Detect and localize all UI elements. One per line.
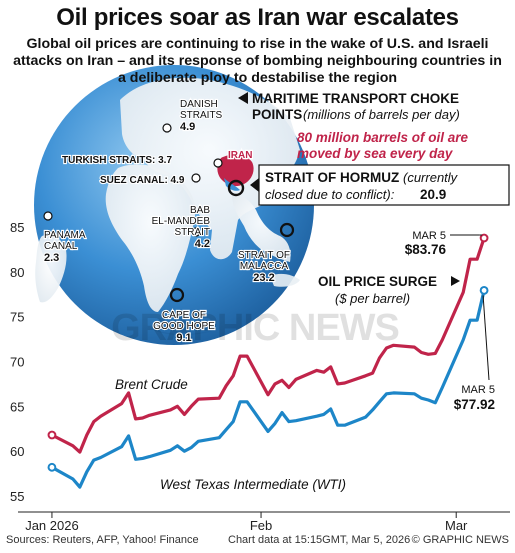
chokepoint-name: STRAITS [180,110,223,121]
land-india-seasia [232,195,291,262]
series-name-brent: Brent Crude [115,377,188,392]
chokepoint-name: BAB [190,205,210,216]
surge-label: OIL PRICE SURGE [318,274,437,289]
y-tick-label: 75 [10,310,24,325]
x-tick-label: Feb [250,518,272,533]
legend-title-line1: MARITIME TRANSPORT CHOKE [252,91,459,106]
chokepoint-name: DANISH [180,99,218,110]
chart-axes: 55 60 65 70 75 80 85 Jan 2026 Feb Mar [10,220,510,533]
page-title: Oil prices soar as Iran war escalates [56,4,459,31]
chokepoint-name: STRAIT [174,227,210,238]
hormuz-name: STRAIT OF HORMUZ [265,170,399,185]
page-subtitle: Global oil prices are continuing to rise… [13,36,502,86]
series-labels: Brent Crude West Texas Intermediate (WTI) [115,377,346,492]
land-europe-asia [120,77,300,260]
hormuz-marker [227,179,245,197]
surge-unit: ($ per barrel) [335,291,410,306]
iran-label: IRAN [228,150,252,161]
chokepoint-name: MALACCA [240,261,289,272]
hormuz-note-a: (currently [403,170,459,185]
world-globe [34,65,314,345]
chokepoint-value: 2.3 [44,252,59,264]
y-tick-label: 70 [10,354,24,369]
annotation-value-wti: $77.92 [454,397,495,412]
x-tick-label: Jan 2026 [25,518,79,533]
surge-arrow-icon [451,276,460,286]
chokepoint-marker [213,158,223,168]
chokepoint-marker [169,287,185,303]
hormuz-note-b: closed due to conflict): [265,187,395,202]
chokepoint-value: 23.2 [253,272,274,284]
hormuz-pointer-icon [250,178,259,192]
chokepoint-value: 4.2 [195,238,210,250]
footer: Sources: Reuters, AFP, Yahoo! Finance Ch… [6,534,509,550]
series-line-wti [50,288,486,489]
chokepoint-name: STRAIT OF [238,250,290,261]
y-tick-label: 60 [10,444,24,459]
chokepoint-value: 9.1 [176,332,191,344]
chokepoint-name: EL-MANDEB [152,216,211,227]
chokepoint-name: PANAMA [44,230,86,241]
chokepoint-name: TURKISH STRAITS: 3.7 [62,155,172,166]
hormuz-value: 20.9 [420,187,446,202]
series-name-wti: West Texas Intermediate (WTI) [160,477,346,492]
chart-lines [47,233,489,489]
chokepoint-name: CANAL [44,241,78,252]
land-south-america [35,234,67,303]
series-line-brent [50,236,486,454]
annotation-value-brent: $83.76 [405,242,447,257]
land-iran [217,154,254,187]
y-tick-label: 80 [10,265,24,280]
annotation-date-brent: MAR 5 [412,230,446,242]
chokepoint-marker [43,211,53,221]
footer-sources: Sources: Reuters, AFP, Yahoo! Finance [6,534,199,546]
hormuz-callout-box [258,164,510,206]
land-indonesia [270,273,300,287]
sea-note-line1: 80 million barrels of oil are [297,130,469,145]
surge-legend: OIL PRICE SURGE ($ per barrel) [318,274,460,306]
legend-title-line2: POINTS [252,107,302,122]
chokepoint-name: CAPE OF [162,310,206,321]
legend-unit: (millions of barrels per day) [303,107,460,122]
series-endpoint-brent [47,430,57,440]
footer-credit: © GRAPHIC NEWS [411,534,509,546]
watermark: GRAPHIC NEWS [111,307,399,349]
x-tick-label: Mar [445,518,468,533]
chokepoint-marker [279,222,295,238]
y-tick-label: 65 [10,399,24,414]
series-endpoint-wti [47,462,57,472]
map-legend: MARITIME TRANSPORT CHOKE POINTS (million… [227,91,510,206]
chokepoint-marker [191,173,201,183]
footer-chart-time: Chart data at 15:15GMT, Mar 5, 2026 [228,534,411,546]
chokepoint-marker [162,123,172,133]
legend-pointer-icon [238,92,248,104]
sea-note-line2: moved by sea every day [297,146,454,161]
y-tick-label: 55 [10,489,24,504]
chokepoint-marker [191,227,201,237]
series-endpoint-wti [479,286,489,295]
land-africa [105,164,196,312]
chokepoint-name: SUEZ CANAL: 4.9 [100,175,185,186]
annotation-date-wti: MAR 5 [461,384,495,396]
series-endpoint-brent [479,233,489,243]
chokepoint-name: GOOD HOPE [153,321,215,332]
y-tick-label: 85 [10,220,24,235]
annotation-leader-wti [482,295,490,381]
chokepoint-value: 4.9 [180,121,195,133]
